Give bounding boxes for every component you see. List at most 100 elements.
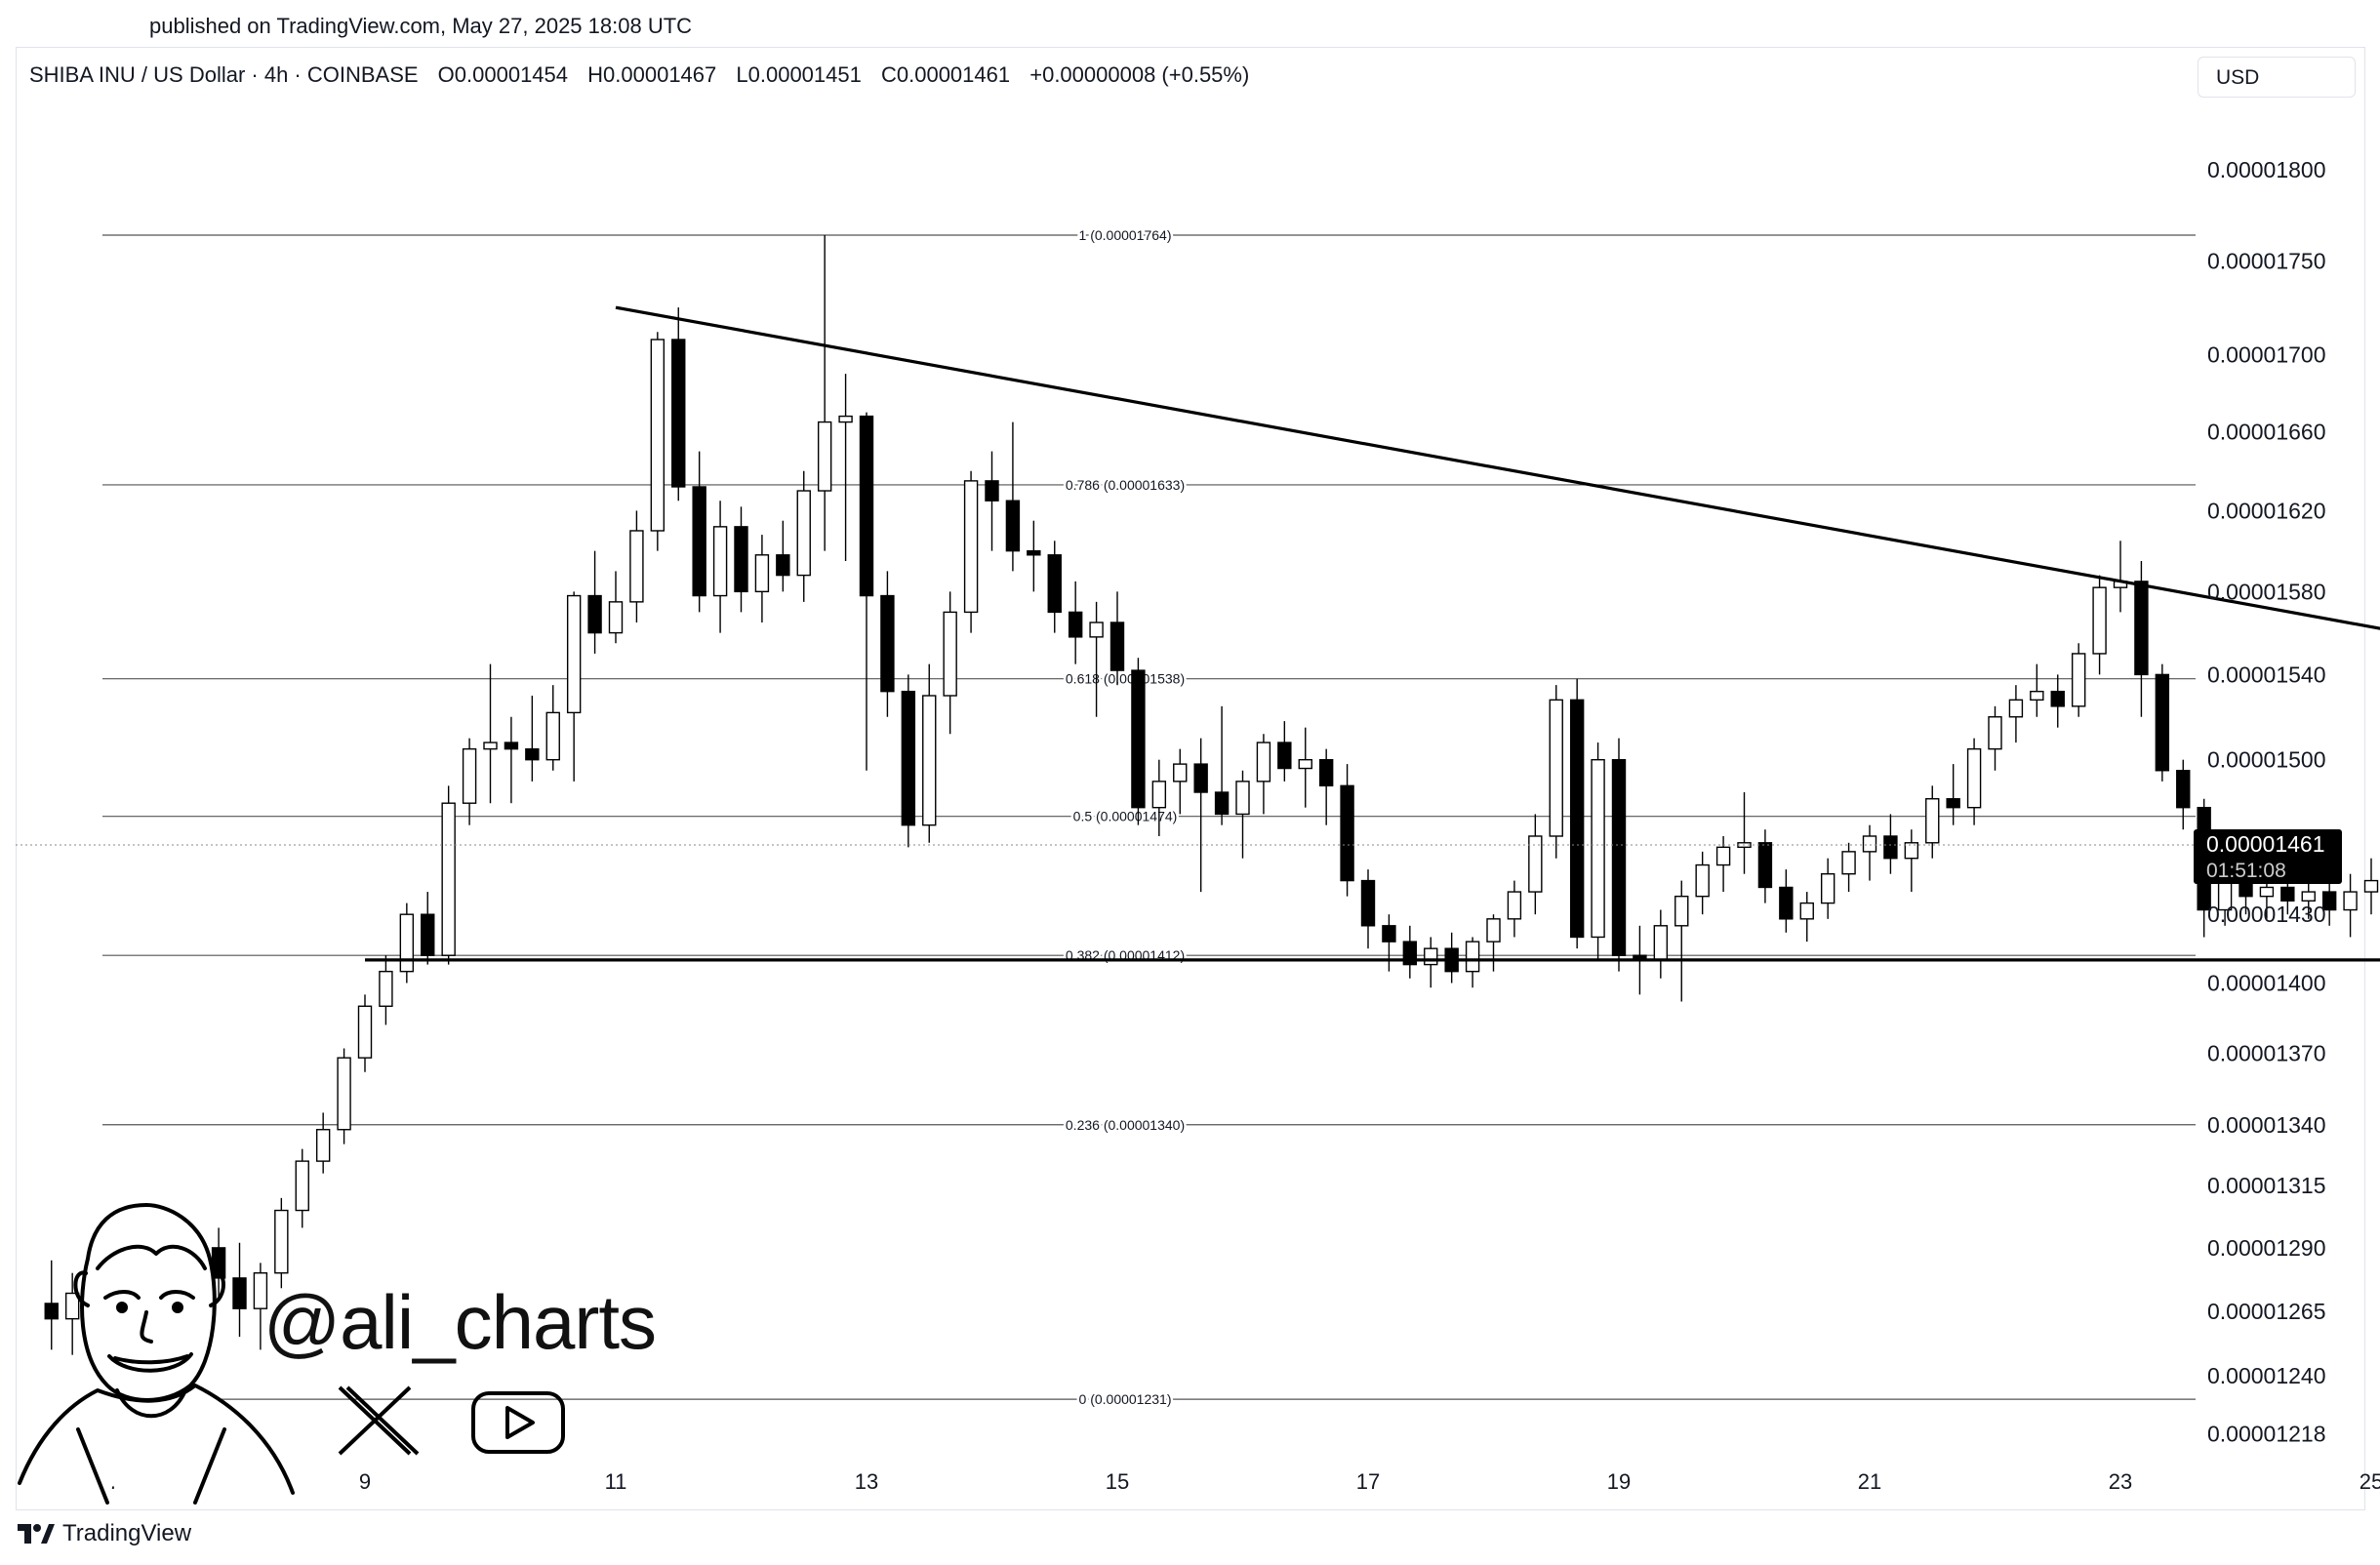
time-tick-label: 25	[2360, 1469, 2380, 1494]
fib-level-label: 0.618 (0.00001538)	[1066, 671, 1185, 687]
candle-up	[545, 711, 560, 761]
candle-down	[2155, 673, 2170, 772]
candle-up	[943, 611, 957, 697]
candle-up	[1841, 851, 1856, 875]
candle-up	[379, 970, 393, 1007]
price-tick-label: 0.00001750	[2207, 248, 2326, 273]
candle-up	[1256, 742, 1271, 782]
candle-down	[1131, 669, 1146, 809]
candle-up	[1507, 891, 1522, 920]
candle-down	[1047, 554, 1062, 614]
candle-down	[1068, 611, 1083, 638]
candle-down	[1340, 784, 1354, 882]
time-tick-label: 19	[1607, 1469, 1631, 1494]
candle-up	[1904, 842, 1919, 860]
avatar-illustration	[18, 1203, 295, 1505]
candle-up	[1988, 716, 2002, 750]
candle-down	[985, 480, 999, 502]
candle-up	[566, 594, 582, 714]
candle-up	[64, 1292, 80, 1320]
candle-up	[712, 526, 728, 597]
candle-up	[838, 415, 853, 423]
candle-up	[357, 1005, 373, 1059]
candle-down	[232, 1277, 247, 1309]
candle-down	[1277, 742, 1292, 770]
candle-up	[1715, 846, 1731, 866]
candle-down	[1883, 835, 1898, 860]
candle-up	[1653, 925, 1669, 961]
tradingview-footer[interactable]: TradingView	[18, 1520, 191, 1547]
candle-up	[608, 601, 624, 634]
price-tick-label: 0.00001620	[2207, 498, 2326, 523]
candle-down	[421, 913, 435, 956]
candle-up	[2363, 879, 2379, 893]
candle-up	[2030, 690, 2044, 702]
candle-up	[2071, 653, 2086, 707]
candle-down	[2134, 581, 2149, 676]
price-tick-label: 0.00001315	[2207, 1173, 2326, 1198]
candle-up	[1424, 947, 1438, 966]
candle-up	[2301, 891, 2316, 902]
candle-down	[901, 690, 916, 826]
candle-up	[2092, 586, 2107, 655]
candle-down	[692, 486, 706, 597]
fib-level-label: 0 (0.00001231)	[1079, 1391, 1172, 1407]
last-price-badge	[2194, 829, 2342, 885]
price-tick-label: 0.00001240	[2207, 1363, 2326, 1388]
candle-down	[734, 526, 748, 593]
candle-up	[253, 1272, 268, 1309]
candle-up	[315, 1129, 331, 1162]
time-tick-label: 15	[1106, 1469, 1129, 1494]
trendlines[interactable]	[365, 305, 2380, 962]
candle-up	[754, 554, 770, 593]
candle-up	[1298, 758, 1312, 770]
candle-up	[1695, 863, 1710, 898]
candle-up	[2259, 886, 2275, 898]
x-logo-icon[interactable]	[338, 1385, 420, 1456]
price-axis[interactable]: 0.00001800 0.00001750 0.00001700 0.00001660…	[2207, 157, 2326, 1446]
youtube-icon[interactable]	[471, 1391, 565, 1454]
candle-up	[1549, 699, 1563, 837]
candle-down	[2321, 891, 2337, 911]
price-tick-label: 0.00001265	[2207, 1299, 2326, 1324]
price-tick-label: 0.00001370	[2207, 1040, 2326, 1065]
candle-up	[1966, 747, 1982, 809]
candle-up	[295, 1160, 309, 1212]
candle-down	[504, 742, 519, 750]
candle-up	[1151, 781, 1167, 809]
candle-down	[1757, 842, 1773, 889]
candles	[44, 235, 2379, 1376]
candle-down	[1611, 758, 1627, 956]
tradingview-logo-icon	[18, 1524, 55, 1544]
candle-up	[2343, 891, 2358, 911]
candle-up	[796, 490, 811, 577]
last-price-marker: 0.00001461 01:51:08	[16, 829, 2342, 885]
last-price-value: 0.00001461	[2206, 831, 2325, 857]
candle-down	[525, 747, 540, 761]
candle-down	[1569, 699, 1585, 939]
candle-down	[1946, 798, 1960, 809]
bar-countdown: 01:51:08	[2206, 860, 2286, 882]
candle-up	[1528, 835, 1543, 893]
candle-up	[629, 530, 644, 603]
candle-down	[2280, 886, 2295, 902]
candle-up	[462, 747, 477, 804]
candle-down	[1318, 758, 1334, 787]
currency-selector[interactable]: USD	[2198, 57, 2356, 98]
watermark-handle: @ali_charts	[263, 1279, 657, 1365]
time-axis[interactable]: 7911131517192123252729Jun3579	[108, 1469, 2380, 1494]
candle-up	[2008, 699, 2024, 718]
price-tick-label: 0.00001430	[2207, 902, 2326, 927]
symbol-name: SHIBA INU / US Dollar · 4h · COINBASE	[29, 62, 419, 87]
price-tick-label: 0.00001580	[2207, 579, 2326, 604]
candle-up	[963, 480, 979, 614]
symbol-legend[interactable]: SHIBA INU / US Dollar · 4h · COINBASE O0…	[29, 62, 1263, 88]
resistance-trendline	[615, 305, 2380, 630]
candle-up	[1089, 622, 1104, 638]
candle-down	[859, 415, 874, 597]
candle-up	[441, 802, 456, 956]
published-caption: published on TradingView.com, May 27, 20…	[149, 14, 693, 38]
candle-up	[1799, 902, 1814, 920]
fib-level-label: 0.786 (0.00001633)	[1066, 477, 1185, 493]
